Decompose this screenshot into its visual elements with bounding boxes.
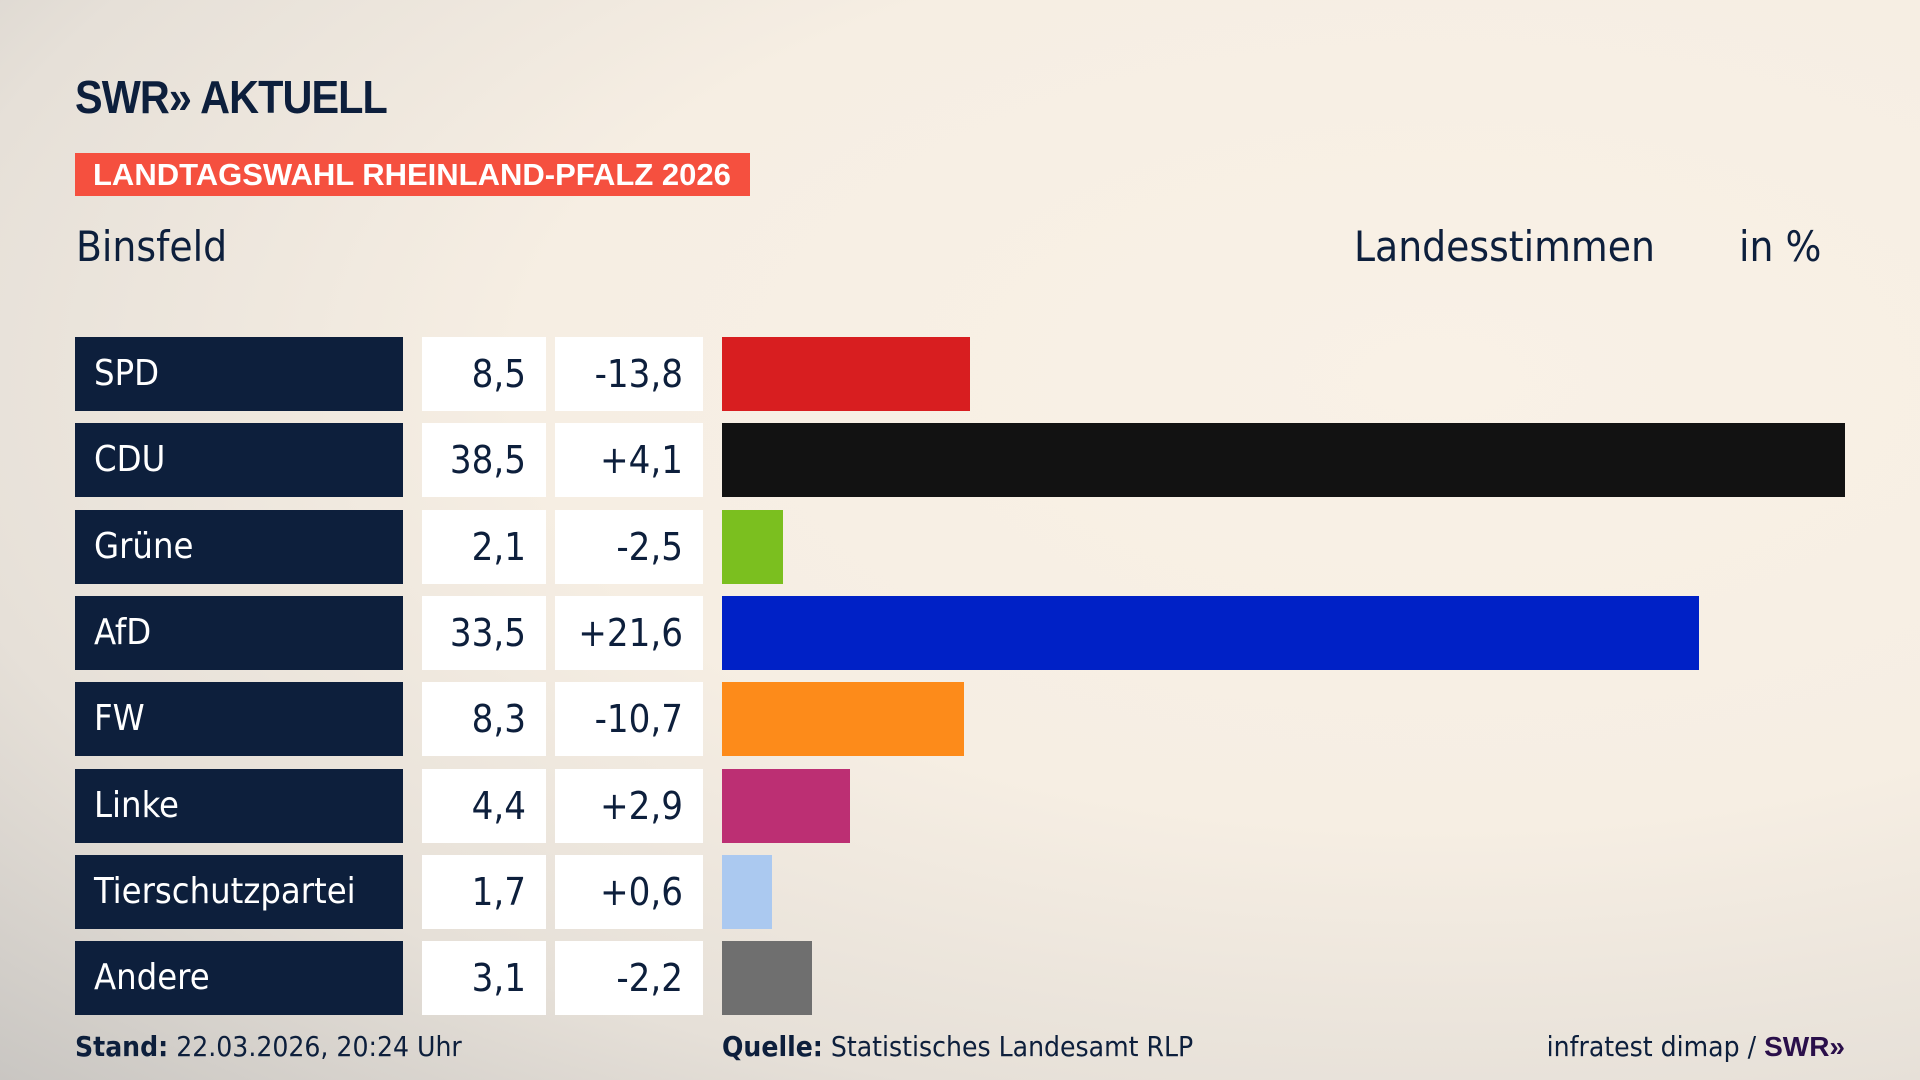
party-label: CDU <box>75 423 403 498</box>
value-label: 2,1 <box>422 509 546 584</box>
source-value: Statistisches Landesamt RLP <box>830 1030 1194 1063</box>
party-label: AfD <box>75 595 403 670</box>
diff-label: -10,7 <box>555 682 703 757</box>
diff-label: +4,1 <box>555 423 703 498</box>
party-label: Andere <box>75 941 403 1016</box>
diff-label: -2,5 <box>555 509 703 584</box>
party-row: FW 8,3 -10,7 <box>0 682 1920 757</box>
diff-label: +2,9 <box>555 768 703 843</box>
value-label: 33,5 <box>422 595 546 670</box>
party-row: Grüne 2,1 -2,5 <box>0 509 1920 584</box>
swr-aktuell-logo: SWR» AKTUELL <box>75 71 388 123</box>
party-row: AfD 33,5 +21,6 <box>0 595 1920 670</box>
unit-label: in % <box>1739 222 1822 271</box>
bar <box>722 595 1700 670</box>
stand-label: Stand: <box>75 1030 169 1063</box>
bar <box>722 941 813 1016</box>
diff-label: +0,6 <box>555 854 703 929</box>
value-label: 8,3 <box>422 682 546 757</box>
bar <box>722 509 784 584</box>
source-label: Quelle: <box>722 1030 823 1063</box>
party-label: SPD <box>75 337 403 411</box>
diff-label: -2,2 <box>555 941 703 1016</box>
source: Quelle: Statistisches Landesamt RLP <box>722 1030 1193 1063</box>
party-label: Tierschutzpartei <box>75 854 403 929</box>
party-row: Linke 4,4 +2,9 <box>0 768 1920 843</box>
timestamp: Stand: 22.03.2026, 20:24 Uhr <box>75 1030 462 1063</box>
party-label: FW <box>75 682 403 757</box>
value-label: 3,1 <box>422 941 546 1016</box>
swr-credit-logo: SWR» <box>1764 1031 1845 1062</box>
party-label: Linke <box>75 768 403 843</box>
party-row: SPD 8,5 -13,8 <box>0 337 1920 411</box>
bar <box>722 682 965 757</box>
value-label: 38,5 <box>422 423 546 498</box>
stand-value: 22.03.2026, 20:24 Uhr <box>176 1030 462 1063</box>
party-row: CDU 38,5 +4,1 <box>0 423 1920 498</box>
vote-type-label: Landesstimmen <box>1354 222 1655 271</box>
diff-label: -13,8 <box>555 337 703 411</box>
bar <box>722 337 970 411</box>
value-label: 1,7 <box>422 854 546 929</box>
value-label: 4,4 <box>422 768 546 843</box>
party-label: Grüne <box>75 509 403 584</box>
party-row: Tierschutzpartei 1,7 +0,6 <box>0 854 1920 929</box>
bar <box>722 423 1845 498</box>
party-row: Andere 3,1 -2,2 <box>0 941 1920 1016</box>
election-banner: LANDTAGSWAHL RHEINLAND-PFALZ 2026 <box>75 153 750 196</box>
diff-label: +21,6 <box>555 595 703 670</box>
bar <box>722 854 772 929</box>
credit: infratest dimap / SWR» <box>1547 1030 1845 1063</box>
credit-text: infratest dimap / <box>1546 1030 1757 1063</box>
location-title: Binsfeld <box>76 222 228 271</box>
bar <box>722 768 851 843</box>
value-label: 8,5 <box>422 337 546 411</box>
